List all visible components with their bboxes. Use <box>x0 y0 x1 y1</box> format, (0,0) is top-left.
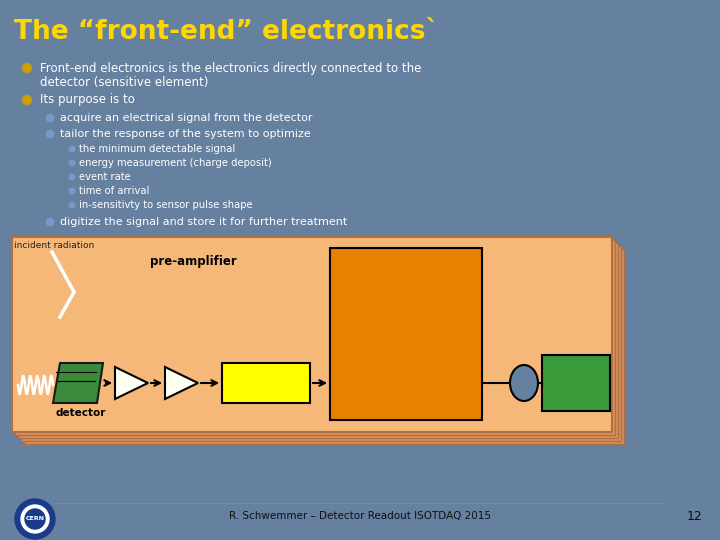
Circle shape <box>22 96 32 105</box>
Text: energy measurement (charge deposit): energy measurement (charge deposit) <box>79 158 271 168</box>
Ellipse shape <box>510 365 538 401</box>
Text: shaping: shaping <box>238 376 294 389</box>
Text: The “front-end” electronics`: The “front-end” electronics` <box>14 19 438 45</box>
Text: incident radiation: incident radiation <box>14 241 94 250</box>
Bar <box>21 246 621 441</box>
Bar <box>222 363 310 403</box>
Text: digitize the signal and store it for further treatment: digitize the signal and store it for fur… <box>60 217 347 227</box>
Text: digitization
DSP
buffering
triggering
multiplexing
etc.: digitization DSP buffering triggering mu… <box>364 281 447 387</box>
Circle shape <box>69 174 75 180</box>
Text: detector: detector <box>56 408 107 418</box>
Circle shape <box>21 505 49 533</box>
Text: in-sensitivty to sensor pulse shape: in-sensitivty to sensor pulse shape <box>79 200 253 210</box>
Text: time of arrival: time of arrival <box>79 186 149 196</box>
Circle shape <box>15 499 55 539</box>
Circle shape <box>69 146 75 152</box>
Text: R. Schwemmer – Detector Readout ISOTDAQ 2015: R. Schwemmer – Detector Readout ISOTDAQ … <box>229 511 491 521</box>
Bar <box>24 249 624 444</box>
Polygon shape <box>53 363 103 403</box>
Circle shape <box>69 202 75 208</box>
Circle shape <box>69 160 75 166</box>
Circle shape <box>47 219 53 226</box>
Bar <box>15 240 615 435</box>
Text: the minimum detectable signal: the minimum detectable signal <box>79 144 235 154</box>
Text: Its purpose is to: Its purpose is to <box>40 93 135 106</box>
Text: detector (sensitive element): detector (sensitive element) <box>40 76 208 89</box>
Circle shape <box>22 64 32 72</box>
Circle shape <box>25 509 45 529</box>
Bar <box>542 355 610 411</box>
Circle shape <box>47 131 53 138</box>
Text: CERN: CERN <box>25 516 45 522</box>
Text: 12: 12 <box>687 510 703 523</box>
Polygon shape <box>165 367 198 399</box>
Text: pre-amplifier: pre-amplifier <box>150 255 237 268</box>
Text: tailor the response of the system to optimize: tailor the response of the system to opt… <box>60 129 311 139</box>
Circle shape <box>69 188 75 194</box>
Text: event rate: event rate <box>79 172 131 182</box>
Text: Front-end electronics is the electronics directly connected to the: Front-end electronics is the electronics… <box>40 62 421 75</box>
Bar <box>330 248 482 420</box>
Text: acquire an electrical signal from the detector: acquire an electrical signal from the de… <box>60 113 312 123</box>
Bar <box>12 237 612 432</box>
Bar <box>18 243 618 438</box>
Text: DAQ
Interface: DAQ Interface <box>546 368 606 398</box>
Circle shape <box>47 114 53 122</box>
Polygon shape <box>115 367 148 399</box>
